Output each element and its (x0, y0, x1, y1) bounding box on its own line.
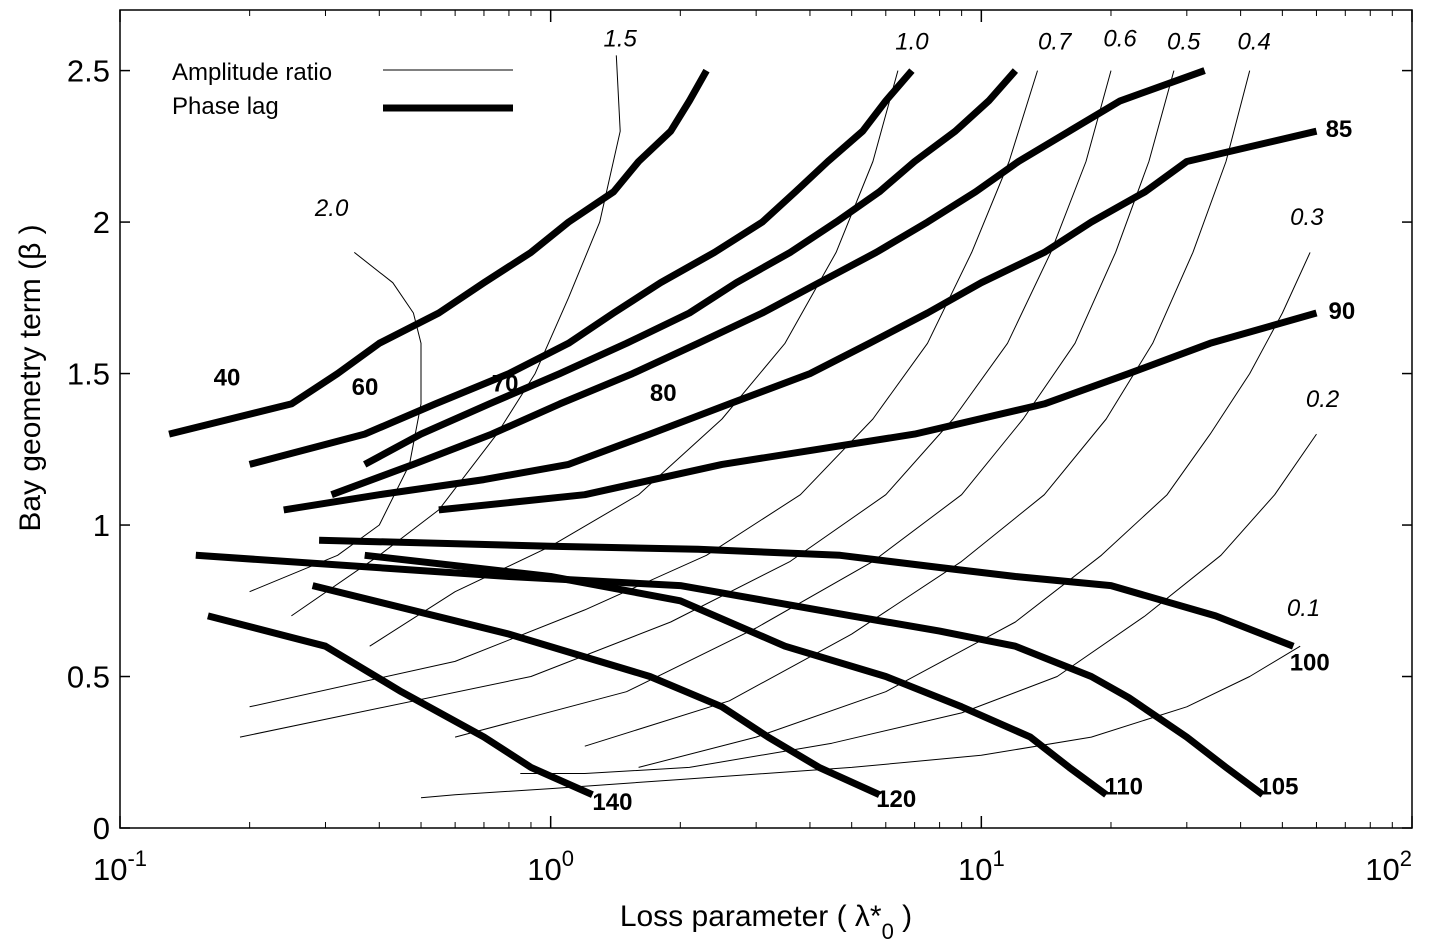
x-axis-title-close: ) (894, 900, 912, 933)
x-tick-label-base: 10 (93, 852, 127, 887)
phase-lag-label-80: 80 (650, 380, 677, 407)
phase-lag-line-85 (283, 127, 1318, 514)
amplitude-ratio-label-0.4: 0.4 (1237, 28, 1270, 55)
phase-lag-line-105 (195, 551, 1265, 798)
x-tick-label-3: 102 (1365, 846, 1412, 887)
phase-lag-line-100 (319, 536, 1295, 650)
phase-lag-label-40: 40 (214, 365, 241, 392)
x-tick-label-base: 10 (527, 852, 561, 887)
amplitude-ratio-line-0.4 (584, 70, 1251, 747)
y-tick-label-1.5: 1.5 (67, 357, 110, 392)
amplitude-ratio-line-0.6 (239, 70, 1112, 738)
phase-lag-label-140: 140 (592, 789, 632, 816)
phase-lag-line-80 (330, 67, 1206, 498)
amplitude-ratio-line-2.0 (249, 252, 422, 593)
phase-lag-line-70 (363, 68, 1019, 468)
phase-lag-line-120 (311, 582, 881, 798)
series-labels: 2.0 1.5 1.0 0.7 0.6 0.5 0.4 0.3 0.2 0.1 40 60 70 80 85… (214, 25, 1356, 815)
phase-lag-label-60: 60 (352, 374, 379, 401)
amplitude-ratio-label-0.7: 0.7 (1038, 28, 1073, 55)
phase-lag-label-120: 120 (876, 786, 916, 813)
x-tick-label-exponent: 2 (1400, 846, 1412, 871)
amplitude-ratio-line-0.3 (638, 252, 1311, 768)
x-tick-label-base: 10 (958, 852, 992, 887)
x-tick-label-base: 10 (1365, 852, 1399, 887)
legend: Amplitude ratio Phase lag (172, 59, 513, 120)
phase-lag-label-100: 100 (1290, 649, 1330, 676)
phase-lag-line-40 (168, 68, 710, 438)
amplitude-ratio-line-0.1 (420, 645, 1301, 799)
phase-lag-lines (168, 67, 1318, 798)
x-tick-label-0: 10-1 (93, 846, 147, 887)
phase-lag-label-110: 110 (1104, 774, 1143, 801)
y-axis-title: Bay geometry term (β ) (14, 224, 47, 531)
y-tick-label-0: 0 (93, 811, 110, 846)
amplitude-ratio-label-2.0: 2.0 (314, 195, 349, 222)
phase-lag-label-90: 90 (1329, 298, 1356, 325)
amplitude-ratio-label-0.3: 0.3 (1290, 204, 1324, 231)
x-axis-title: Loss parameter ( λ*0 ) (620, 900, 912, 942)
phase-lag-label-70: 70 (492, 371, 519, 398)
y-tick-label-2.5: 2.5 (67, 54, 110, 89)
phase-lag-line-60 (248, 68, 915, 468)
amplitude-ratio-label-0.1: 0.1 (1287, 595, 1320, 622)
amplitude-ratio-label-0.2: 0.2 (1306, 386, 1339, 413)
amplitude-ratio-label-1.5: 1.5 (603, 25, 637, 52)
phase-lag-label-85: 85 (1326, 116, 1353, 143)
phase-lag-label-105: 105 (1258, 774, 1298, 801)
x-tick-label-exponent: -1 (127, 846, 147, 871)
phase-lag-line-110 (364, 551, 1109, 798)
amplitude-ratio-line-0.5 (454, 70, 1175, 738)
x-axis-title-subscript: 0 (882, 919, 894, 942)
x-tick-label-2: 101 (958, 846, 1005, 887)
axis-ticks (119, 10, 1413, 829)
amplitude-ratio-label-1.0: 1.0 (895, 28, 929, 55)
axis-tick-labels: 00.511.522.510-1 100 101 102 (67, 54, 1412, 887)
x-tick-label-exponent: 1 (992, 846, 1004, 871)
y-tick-label-2: 2 (93, 205, 110, 240)
x-axis-title-main: Loss parameter ( λ* (620, 900, 882, 933)
phase-lag-line-90 (438, 309, 1318, 514)
legend-label-amplitude-ratio: Amplitude ratio (172, 59, 332, 86)
y-tick-label-1: 1 (93, 508, 110, 543)
plot-frame (119, 9, 1413, 829)
x-tick-label-exponent: 0 (562, 846, 574, 871)
amplitude-ratio-label-0.5: 0.5 (1167, 28, 1201, 55)
phase-lag-line-140 (207, 612, 594, 798)
legend-label-phase-lag: Phase lag (172, 93, 279, 120)
amplitude-ratio-lines (239, 55, 1317, 799)
amplitude-ratio-label-0.6: 0.6 (1103, 25, 1137, 52)
amplitude-ratio-line-0.2 (520, 433, 1317, 774)
y-tick-label-0.5: 0.5 (67, 660, 110, 695)
x-tick-label-1: 100 (527, 846, 574, 887)
